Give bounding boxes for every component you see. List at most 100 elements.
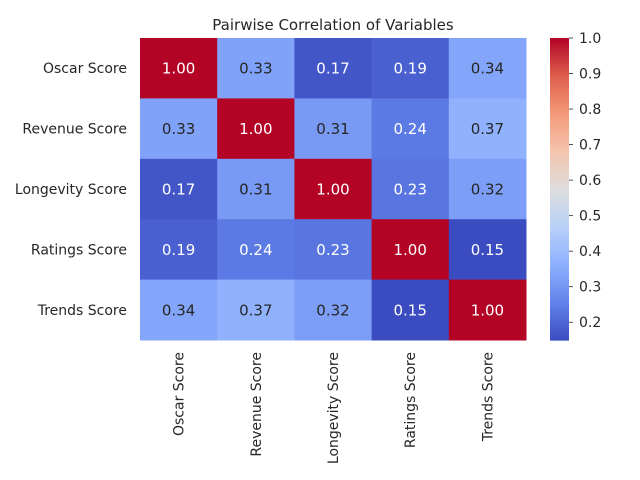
- colorbar-segment: [550, 299, 569, 303]
- cell-annotation: 1.00: [316, 181, 349, 199]
- colorbar-segment: [550, 204, 569, 208]
- cell-annotation: 0.17: [316, 60, 349, 78]
- colorbar-segment: [550, 68, 569, 72]
- colorbar-tick-label: 0.9: [579, 67, 601, 83]
- colorbar-segment: [550, 219, 569, 223]
- y-tick-label: Revenue Score: [22, 122, 127, 138]
- heatmap-cell: [371, 38, 450, 99]
- colorbar-segment: [550, 158, 569, 162]
- colorbar-segment: [550, 322, 569, 326]
- cell-annotation: 0.19: [393, 60, 426, 78]
- x-axis-tick-labels: Oscar Score Revenue Score Longevity Score R…: [172, 352, 497, 464]
- colorbar-segment: [550, 292, 569, 296]
- colorbar-tick-label: 1.0: [579, 31, 601, 47]
- colorbar-segment: [550, 156, 569, 160]
- colorbar-segment: [550, 319, 569, 323]
- heatmap-cell: [294, 279, 373, 341]
- colorbar-segment: [550, 226, 569, 230]
- colorbar-segment: [550, 186, 569, 190]
- colorbar-tick-label: 0.2: [579, 315, 601, 331]
- colorbar-segment: [550, 307, 569, 311]
- colorbar-segment: [550, 224, 569, 228]
- colorbar-segment: [550, 241, 569, 245]
- y-tick-label: Oscar Score: [43, 61, 127, 77]
- heatmap-cell: [217, 98, 295, 160]
- cell-annotation: 1.00: [393, 241, 426, 259]
- colorbar-segment: [550, 55, 569, 59]
- colorbar-segment: [550, 254, 569, 258]
- cell-annotation: 0.37: [471, 120, 504, 138]
- colorbar-segment: [550, 189, 569, 193]
- colorbar-segment: [550, 93, 569, 97]
- colorbar-segment: [550, 85, 569, 89]
- heatmap-cell: [217, 219, 295, 281]
- colorbar-segment: [550, 302, 569, 306]
- cell-annotation: 0.31: [316, 120, 349, 138]
- heatmap-cell: [448, 279, 527, 341]
- heatmap-cell: [217, 38, 295, 99]
- heatmap-cell: [371, 219, 450, 281]
- colorbar-segment: [550, 88, 569, 92]
- cell-annotation: 0.24: [393, 120, 426, 138]
- colorbar-segment: [550, 116, 569, 120]
- colorbar-segment: [550, 121, 569, 125]
- colorbar-segment: [550, 231, 569, 235]
- colorbar-segment: [550, 181, 569, 185]
- colorbar-segment: [550, 314, 569, 318]
- colorbar-segment: [550, 261, 569, 266]
- heatmap-cell: [448, 158, 527, 220]
- heatmap-annotations: 1.00 0.33 0.17 0.19 0.34 0.33 1.00 0.31 0.24 0.37…: [162, 60, 504, 320]
- colorbar-segment: [550, 105, 569, 110]
- chart-title: Pairwise Correlation of Variables: [212, 16, 454, 34]
- cell-annotation: 0.23: [316, 241, 349, 259]
- colorbar-segment: [550, 239, 569, 243]
- cell-annotation: 0.32: [316, 301, 349, 319]
- colorbar-segment: [550, 75, 569, 79]
- colorbar-segment: [550, 199, 569, 203]
- colorbar-segment: [550, 272, 569, 276]
- heatmap-cell: [140, 158, 218, 220]
- heatmap-cell: [448, 219, 527, 281]
- colorbar-segment: [550, 324, 569, 329]
- heatmap-cell: [140, 279, 218, 341]
- colorbar-segment: [550, 171, 569, 175]
- cell-annotation: 0.32: [471, 181, 504, 199]
- colorbar-segment: [550, 78, 569, 82]
- heatmap-cell: [140, 98, 218, 160]
- y-axis-tick-labels: Oscar Score Revenue Score Longevity Score R…: [15, 61, 127, 319]
- colorbar-segment: [550, 264, 569, 268]
- cell-annotation: 0.37: [239, 301, 272, 319]
- colorbar-segment: [550, 70, 569, 74]
- colorbar-segment: [550, 103, 569, 107]
- colorbar-segment: [550, 38, 569, 42]
- colorbar-tick-label: 0.7: [579, 138, 601, 154]
- colorbar: 0.2 0.3 0.4 0.5 0.6 0.7 0.8 0.9 1.0: [550, 31, 601, 341]
- colorbar-segment: [550, 176, 569, 180]
- colorbar-tick-label: 0.4: [579, 244, 601, 260]
- colorbar-segment: [550, 178, 569, 183]
- colorbar-segment: [550, 332, 569, 336]
- x-tick-label: Trends Score: [480, 352, 496, 442]
- colorbar-segment: [550, 183, 569, 188]
- cell-annotation: 0.24: [239, 241, 272, 259]
- colorbar-segment: [550, 312, 569, 316]
- colorbar-tick-label: 0.3: [579, 280, 601, 296]
- heatmap-cell: [294, 38, 373, 99]
- cell-annotation: 1.00: [162, 60, 195, 78]
- colorbar-segment: [550, 80, 569, 84]
- heatmap-cell: [217, 279, 295, 341]
- colorbar-segment: [550, 269, 569, 273]
- colorbar-segment: [550, 108, 569, 112]
- colorbar-segment: [550, 191, 569, 195]
- colorbar-segment: [550, 294, 569, 298]
- colorbar-segment: [550, 58, 569, 62]
- heatmap-cell: [371, 98, 450, 160]
- colorbar-segment: [550, 289, 569, 293]
- colorbar-segment: [550, 110, 569, 115]
- colorbar-tick-label: 0.8: [579, 102, 601, 118]
- colorbar-segment: [550, 65, 569, 69]
- colorbar-segment: [550, 40, 569, 44]
- colorbar-segment: [550, 194, 569, 198]
- y-tick-label: Trends Score: [37, 303, 127, 319]
